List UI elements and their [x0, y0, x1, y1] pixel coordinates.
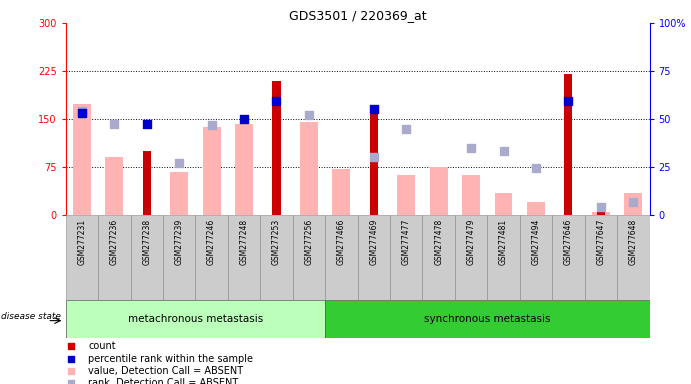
Text: GSM277246: GSM277246 — [207, 218, 216, 265]
Bar — [261, 215, 293, 300]
Text: GSM277646: GSM277646 — [564, 218, 573, 265]
Bar — [98, 215, 131, 300]
Bar — [325, 215, 358, 300]
Bar — [462, 175, 480, 215]
Point — [65, 380, 76, 384]
Text: GSM277256: GSM277256 — [305, 218, 314, 265]
Bar — [495, 193, 513, 215]
Bar — [370, 108, 378, 215]
Text: metachronous metastasis: metachronous metastasis — [128, 314, 263, 324]
Point — [141, 121, 152, 127]
Text: GSM277253: GSM277253 — [272, 218, 281, 265]
Bar — [397, 175, 415, 215]
Point — [531, 165, 542, 171]
Bar — [487, 215, 520, 300]
Point — [173, 159, 184, 166]
Text: GSM277236: GSM277236 — [110, 218, 119, 265]
Bar — [106, 157, 123, 215]
Bar — [142, 151, 151, 215]
Point — [628, 199, 639, 205]
Text: GSM277238: GSM277238 — [142, 218, 151, 265]
Text: GSM277469: GSM277469 — [369, 218, 378, 265]
Text: synchronous metastasis: synchronous metastasis — [424, 314, 551, 324]
Title: GDS3501 / 220369_at: GDS3501 / 220369_at — [289, 9, 426, 22]
Bar — [300, 122, 318, 215]
Text: GSM277648: GSM277648 — [629, 218, 638, 265]
Bar — [430, 167, 448, 215]
Bar — [170, 172, 188, 215]
Bar — [552, 215, 585, 300]
Bar — [358, 215, 390, 300]
Bar — [455, 215, 487, 300]
Bar — [202, 127, 220, 215]
Bar — [293, 215, 325, 300]
Bar — [73, 104, 91, 215]
Point — [368, 106, 379, 113]
Bar — [66, 215, 98, 300]
Point — [271, 98, 282, 104]
Text: GSM277466: GSM277466 — [337, 218, 346, 265]
Point — [108, 121, 120, 127]
Bar — [272, 81, 281, 215]
Text: GSM277494: GSM277494 — [531, 218, 540, 265]
Point — [303, 111, 314, 118]
Text: GSM277477: GSM277477 — [401, 218, 410, 265]
Bar — [527, 202, 545, 215]
Text: percentile rank within the sample: percentile rank within the sample — [88, 354, 254, 364]
Bar — [235, 124, 253, 215]
Text: GSM277231: GSM277231 — [77, 218, 86, 265]
Point — [563, 98, 574, 104]
Point — [206, 122, 217, 129]
Text: GSM277239: GSM277239 — [175, 218, 184, 265]
Text: GSM277478: GSM277478 — [434, 218, 443, 265]
Point — [65, 368, 76, 374]
Point — [498, 148, 509, 154]
Text: disease state: disease state — [1, 312, 61, 321]
Bar — [163, 215, 196, 300]
Bar — [565, 74, 573, 215]
Bar — [325, 300, 650, 338]
Text: GSM277647: GSM277647 — [596, 218, 605, 265]
Bar — [228, 215, 261, 300]
Point — [238, 116, 249, 122]
Bar — [585, 215, 617, 300]
Point — [368, 154, 379, 161]
Bar — [422, 215, 455, 300]
Bar — [520, 215, 552, 300]
Bar — [131, 215, 163, 300]
Point — [76, 108, 87, 114]
Point — [65, 343, 76, 349]
Bar — [597, 212, 605, 215]
Text: GSM277481: GSM277481 — [499, 218, 508, 265]
Text: GSM277248: GSM277248 — [240, 218, 249, 265]
Text: rank, Detection Call = ABSENT: rank, Detection Call = ABSENT — [88, 378, 238, 384]
Bar — [390, 215, 422, 300]
Point — [596, 204, 607, 210]
Point — [466, 145, 477, 151]
Bar — [592, 212, 609, 215]
Text: value, Detection Call = ABSENT: value, Detection Call = ABSENT — [88, 366, 243, 376]
Point — [76, 109, 87, 116]
Bar — [66, 300, 325, 338]
Bar — [196, 215, 228, 300]
Text: GSM277479: GSM277479 — [466, 218, 475, 265]
Text: count: count — [88, 341, 116, 351]
Point — [65, 356, 76, 362]
Point — [401, 126, 412, 132]
Bar — [625, 193, 642, 215]
Bar — [332, 169, 350, 215]
Bar — [617, 215, 650, 300]
